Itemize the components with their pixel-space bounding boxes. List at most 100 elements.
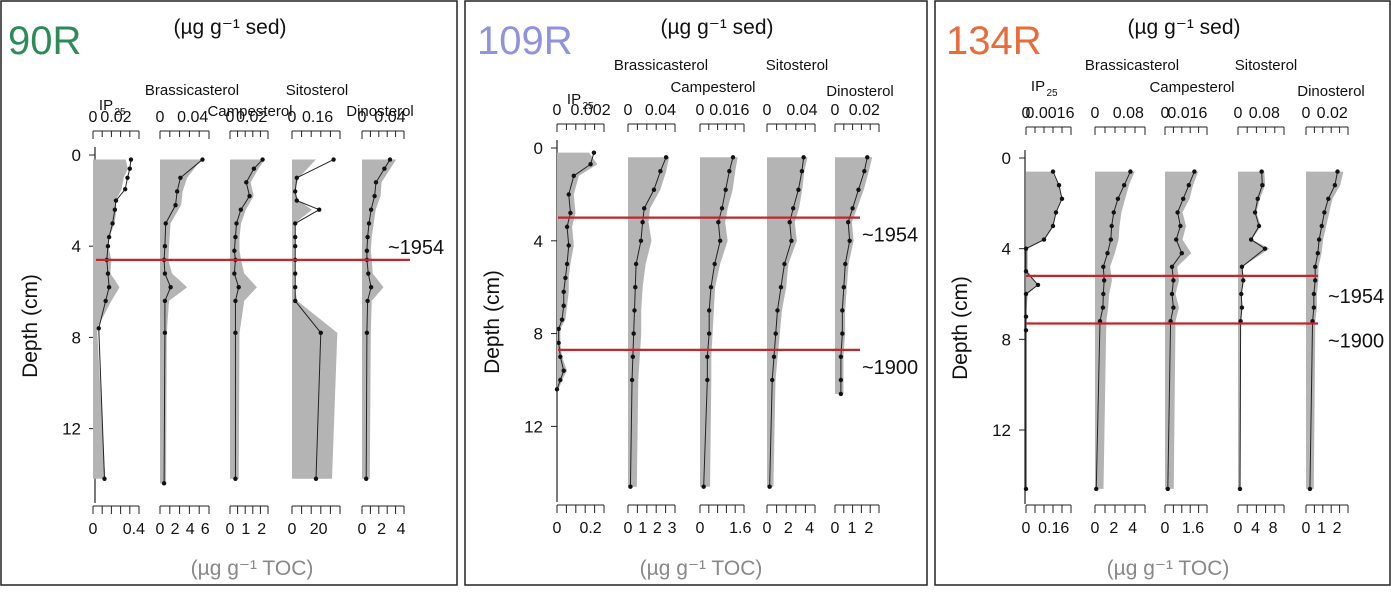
toc-area-campesterol	[1165, 171, 1199, 489]
sed-line-brassicasterol	[163, 159, 203, 484]
horizon-label: ~1900	[1328, 330, 1384, 352]
depth-tick-label: 8	[72, 328, 81, 347]
sed-point	[294, 198, 299, 203]
sed-point	[1168, 319, 1173, 324]
series-name-ip: IP	[1031, 78, 1045, 95]
chart-134R: 134R (µg g⁻¹ sed)(µg g⁻¹ TOC)Depth (cm)04…	[934, 0, 1391, 586]
sed-point	[708, 285, 714, 290]
bottom-tick-label: 4	[1251, 520, 1260, 537]
sed-point	[364, 476, 369, 481]
sed-point	[162, 330, 168, 336]
top-tick-label: 0	[288, 109, 297, 126]
bottom-tick-label: 0	[831, 520, 840, 537]
sed-point	[642, 206, 647, 211]
bottom-tick-label: 0	[1091, 520, 1100, 537]
bottom-tick-label: 4	[1128, 520, 1137, 537]
bottom-tick-label: 2	[653, 520, 662, 537]
sed-point	[790, 206, 796, 211]
bottom-tick-label: 4	[805, 520, 814, 537]
sed-point	[106, 285, 112, 290]
sed-point	[106, 234, 112, 240]
sed-point	[1023, 328, 1029, 333]
top-unit-label: (µg g⁻¹ sed)	[660, 16, 773, 39]
bottom-tick-label: 2	[1109, 520, 1118, 537]
sed-point	[293, 189, 298, 194]
bottom-tick-label: 4	[397, 521, 406, 538]
sed-point	[112, 207, 118, 212]
sed-point	[1179, 251, 1184, 256]
sed-point	[1128, 169, 1133, 174]
sed-point	[628, 484, 633, 489]
sed-point	[1192, 169, 1197, 174]
sed-point	[234, 221, 239, 226]
sed-point	[113, 198, 119, 203]
bottom-tick-label: 0	[553, 520, 562, 537]
sed-point	[568, 210, 573, 216]
depth-tick-label: 0	[1002, 149, 1011, 168]
top-unit-label: (µg g⁻¹ sed)	[1127, 16, 1240, 39]
sed-point	[651, 187, 657, 192]
sed-point	[313, 476, 319, 481]
bottom-tick-label: 0	[1161, 520, 1170, 537]
depth-tick-label: 12	[524, 417, 543, 436]
top-tick-label: 0.02	[100, 109, 131, 126]
sed-point	[862, 169, 867, 174]
sed-point	[1053, 210, 1059, 215]
bottom-tick-label: 2	[377, 521, 386, 538]
bottom-tick-label: 1.6	[729, 520, 751, 537]
toc-area-dinosterol	[362, 159, 397, 479]
top-tick-label: 0.08	[1113, 105, 1144, 122]
sed-point	[382, 166, 387, 171]
bottom-tick-label: 0	[696, 520, 705, 537]
top-tick-label: 0.002	[571, 102, 611, 119]
series-name-ip: IP	[99, 97, 113, 114]
sed-point	[778, 285, 784, 290]
depth-tick-label: 4	[1002, 240, 1011, 259]
sed-point	[364, 330, 370, 336]
series-name-brassicasterol: Brassicasterol	[614, 57, 708, 74]
bottom-tick-label: 1	[1317, 520, 1326, 537]
top-tick-label: 0.16	[302, 109, 333, 126]
sed-point	[1237, 486, 1243, 492]
sed-point	[1175, 210, 1180, 215]
sed-point	[723, 187, 728, 192]
sed-point	[631, 331, 636, 336]
sed-point	[364, 248, 370, 253]
top-tick-label: 0	[1022, 105, 1031, 122]
bottom-unit-label: (µg g⁻¹ TOC)	[1107, 557, 1230, 580]
sed-point	[1252, 210, 1258, 215]
series-name-sub: 25	[114, 107, 126, 118]
toc-area-sitosterol	[767, 157, 808, 487]
sed-point	[1262, 246, 1268, 251]
bottom-tick-label: 3	[668, 520, 677, 537]
sed-point	[318, 330, 323, 336]
sed-point	[1169, 264, 1175, 269]
sed-point	[200, 157, 205, 162]
bottom-tick-label: 0	[1022, 520, 1031, 537]
toc-area-brassicasterol	[160, 159, 202, 484]
depth-tick-label: 4	[72, 237, 81, 256]
sed-point	[1238, 319, 1243, 324]
panel-90R: 90R (µg g⁻¹ sed) (µg g⁻¹ TOC) Depth (cm) 0 4 8…	[0, 0, 458, 588]
sed-point	[566, 192, 571, 197]
sed-point	[630, 354, 636, 359]
horizon-label: ~1900	[862, 357, 918, 379]
sed-point	[233, 234, 238, 240]
depth-tick-label: 4	[534, 232, 543, 251]
top-tick-label: 0.04	[645, 102, 676, 119]
bottom-tick-label: 0	[156, 521, 165, 538]
sed-point	[244, 180, 249, 185]
sed-point	[564, 261, 570, 267]
sed-point	[1332, 183, 1338, 188]
sed-point	[1094, 486, 1099, 492]
sed-point	[162, 271, 168, 276]
sed-point	[373, 180, 379, 185]
sed-point	[293, 221, 298, 226]
sed-point	[1101, 264, 1106, 269]
toc-area-campesterol	[230, 159, 265, 479]
sed-point	[633, 285, 638, 290]
sed-point	[1059, 196, 1065, 201]
top-unit-label: (µg g⁻¹ sed)	[173, 16, 286, 39]
panel-frame	[0, 0, 458, 586]
top-tick-label: 0	[156, 109, 165, 126]
